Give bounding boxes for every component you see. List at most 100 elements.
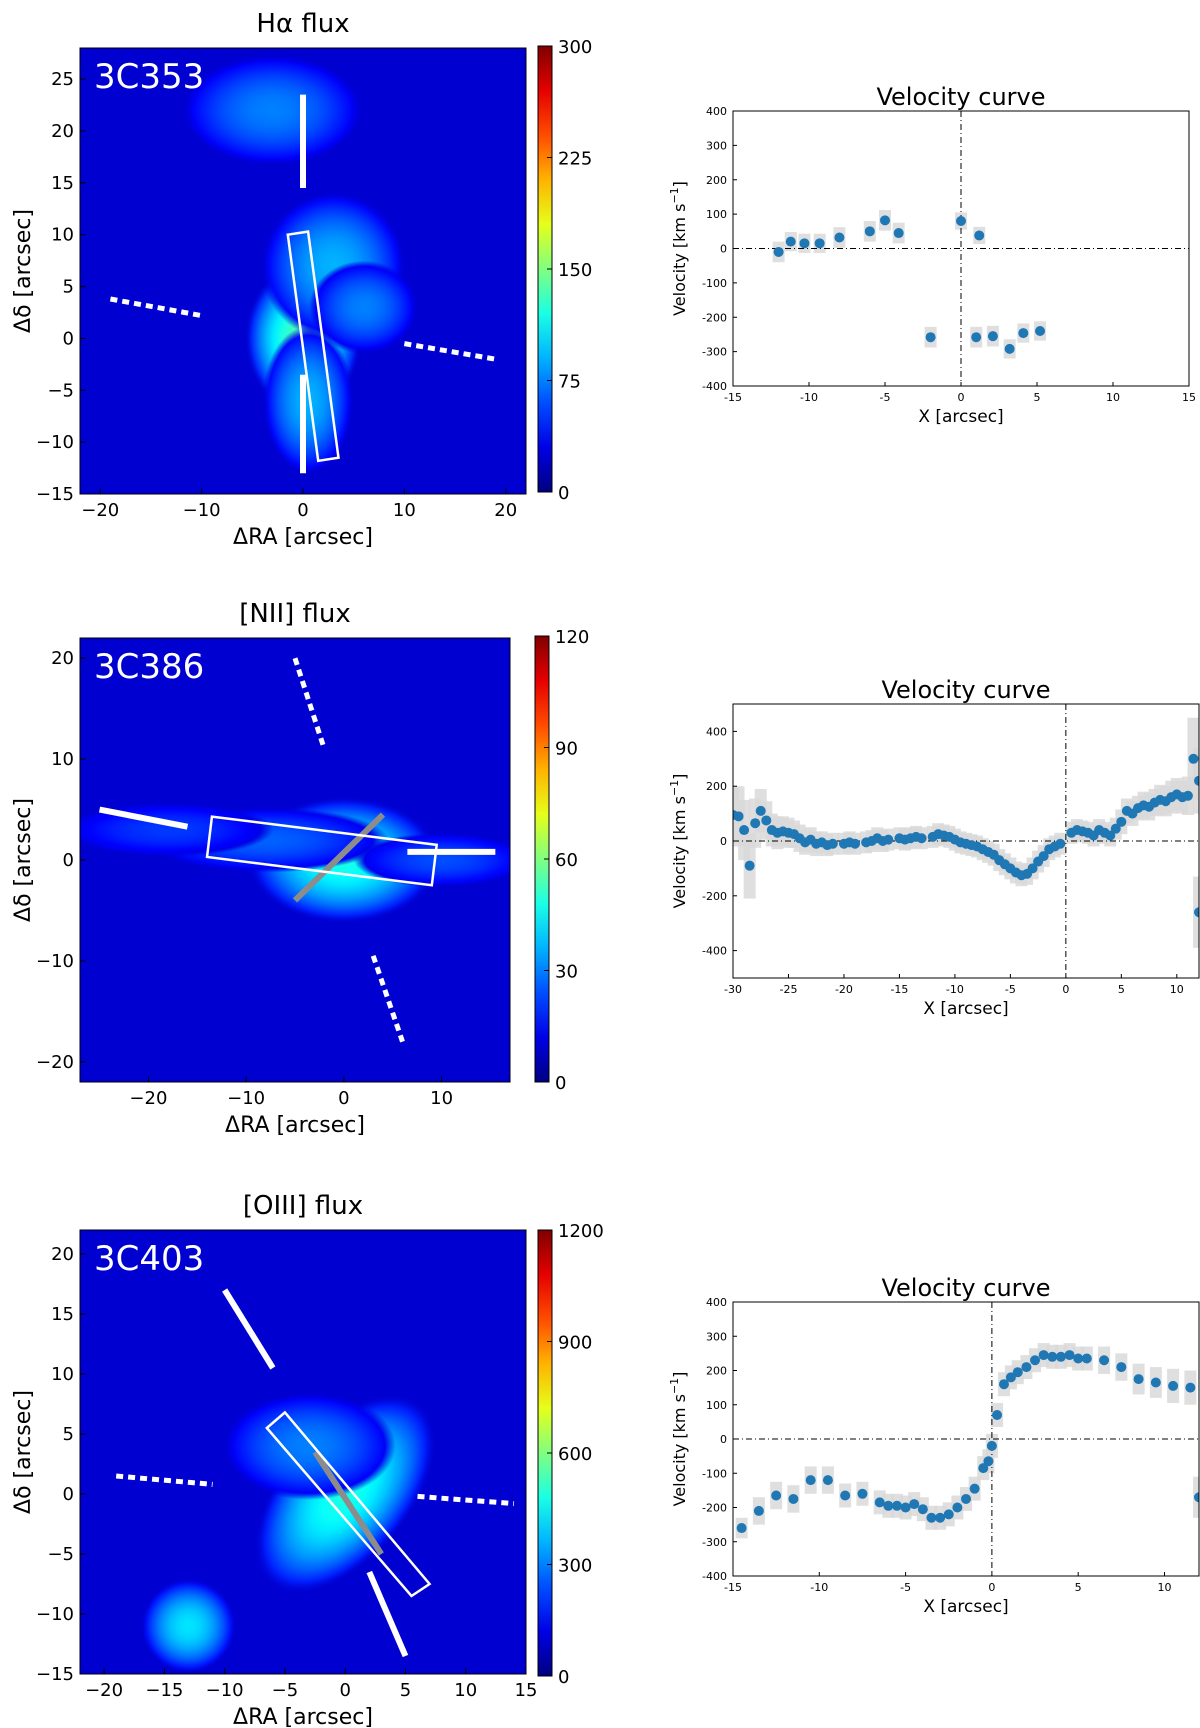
y-tick-label: -400: [702, 1570, 727, 1583]
y-tick-label: 400: [706, 105, 727, 118]
velocity-point: [850, 838, 861, 849]
x-axis-label: X [arcsec]: [923, 1597, 1008, 1617]
emission-layer: [115, 1288, 515, 1674]
map-title: Hα flux: [256, 9, 349, 39]
x-tick-label: 5: [1118, 983, 1125, 996]
y-tick-label: 5: [63, 277, 74, 298]
plot-data: [733, 111, 1189, 386]
velocity-point: [1055, 1351, 1066, 1362]
velocity-point: [1150, 1377, 1161, 1388]
colorbar-tick-label: 60: [555, 850, 578, 871]
x-tick-label: 20: [494, 500, 517, 521]
emission-layer: [80, 657, 510, 1043]
emission-blob: [353, 832, 510, 888]
y-tick-label: −10: [36, 432, 74, 453]
colorbar-tick-label: 300: [558, 37, 592, 58]
y-tick-label: -400: [702, 380, 727, 393]
dashed-line: [403, 341, 497, 362]
x-tick-label: 10: [1170, 983, 1184, 996]
velocity-point: [788, 1493, 799, 1504]
x-tick-label: 0: [958, 391, 965, 404]
x-tick-label: −20: [129, 1088, 167, 1109]
plot-title: Velocity curve: [876, 83, 1045, 111]
y-tick-label: 100: [706, 208, 727, 221]
colorbar-tick-label: 600: [558, 1444, 592, 1465]
y-tick-label: 0: [63, 850, 74, 871]
velocity-point: [998, 1379, 1009, 1390]
flux-map-panel: 3C403 [OIII] flux −20 −15 −10 −5 0 5 10 15 −15 −10 −…: [11, 1191, 604, 1728]
x-axis-label: X [arcsec]: [923, 999, 1008, 1019]
y-axis-label-close: ]: [670, 1372, 689, 1378]
velocity-point: [952, 1502, 963, 1513]
plot-title: Velocity curve: [881, 1274, 1050, 1302]
velocity-point: [917, 1504, 928, 1515]
velocity-point: [1018, 328, 1029, 339]
x-tick-label: -15: [890, 983, 908, 996]
map-frame: [79, 1229, 527, 1675]
aperture-box: [286, 230, 340, 463]
y-tick-label: 10: [51, 749, 74, 770]
y-axis-label-main: Velocity [km s: [670, 796, 689, 908]
x-tick-label: -25: [779, 983, 797, 996]
velocity-point: [1012, 1367, 1023, 1378]
velocity-point: [773, 246, 784, 257]
velocity-point: [1038, 1350, 1049, 1361]
colorbar-tick-label: 0: [555, 1073, 566, 1094]
y-tick-label: −10: [36, 1604, 74, 1625]
velocity-point: [1116, 816, 1127, 827]
y-tick-label: 10: [51, 1364, 74, 1385]
velocity-point: [1133, 1374, 1144, 1385]
colorbar-tick-label: 0: [558, 1667, 569, 1688]
x-tick-label: -30: [724, 983, 742, 996]
y-tick-label: 0: [720, 243, 727, 256]
emission-blob: [262, 325, 354, 476]
y-axis-label: Δδ [arcsec]: [11, 209, 36, 333]
y-tick-label: -200: [702, 890, 727, 903]
velocity-point: [814, 238, 825, 249]
x-tick-label: -15: [724, 391, 742, 404]
x-tick-label: −10: [206, 1680, 244, 1701]
y-tick-label: 0: [63, 328, 74, 349]
velocity-point: [1021, 1362, 1032, 1373]
emission-blob: [309, 260, 419, 354]
plot-data: [733, 704, 1199, 978]
slit-line: [98, 806, 189, 830]
velocity-point: [834, 232, 845, 243]
x-axis-label: ΔRA [arcsec]: [233, 525, 373, 550]
y-axis-label-exponent: −1: [668, 780, 681, 796]
velocity-point: [943, 1509, 954, 1520]
velocity-point: [893, 228, 904, 239]
y-tick-label: -100: [702, 1467, 727, 1480]
velocity-point: [1073, 1353, 1084, 1364]
y-tick-label: 25: [51, 69, 74, 90]
plot-data: [733, 1302, 1199, 1576]
y-tick-label: 0: [720, 1433, 727, 1446]
velocity-point: [1035, 326, 1046, 336]
y-axis-label-close: ]: [670, 181, 689, 187]
velocity-point: [926, 1512, 937, 1523]
velocity-curve-panel: Velocity curve -30 -25 -20 -15 -10 -5 0 5 10 -400 -…: [668, 676, 1200, 1019]
velocity-point: [1038, 851, 1049, 862]
dashed-line: [115, 1473, 213, 1487]
velocity-curve-panel: Velocity curve -15 -10 -5 0 5 10 15 -400 -300 -200…: [668, 83, 1196, 427]
velocity-point: [978, 1463, 989, 1474]
y-tick-label: −5: [47, 380, 74, 401]
velocity-point: [1047, 1351, 1058, 1362]
dashed-line: [109, 296, 203, 319]
velocity-point: [891, 1500, 902, 1511]
y-axis-label: Velocity [km s−1]: [668, 181, 689, 316]
axis-line: [292, 812, 386, 903]
colorbar-tick-label: 30: [555, 962, 578, 983]
axis-line: [312, 1450, 384, 1556]
velocity-point: [969, 1483, 980, 1494]
velocity-point: [1110, 823, 1121, 834]
velocity-point: [864, 226, 875, 237]
x-tick-label: 0: [297, 500, 308, 521]
x-tick-label: 10: [454, 1680, 477, 1701]
y-tick-label: −20: [36, 1052, 74, 1073]
plot-title: Velocity curve: [881, 676, 1050, 704]
velocity-point: [840, 1490, 851, 1501]
x-axis-label: ΔRA [arcsec]: [225, 1113, 365, 1138]
y-tick-label: 300: [706, 139, 727, 152]
